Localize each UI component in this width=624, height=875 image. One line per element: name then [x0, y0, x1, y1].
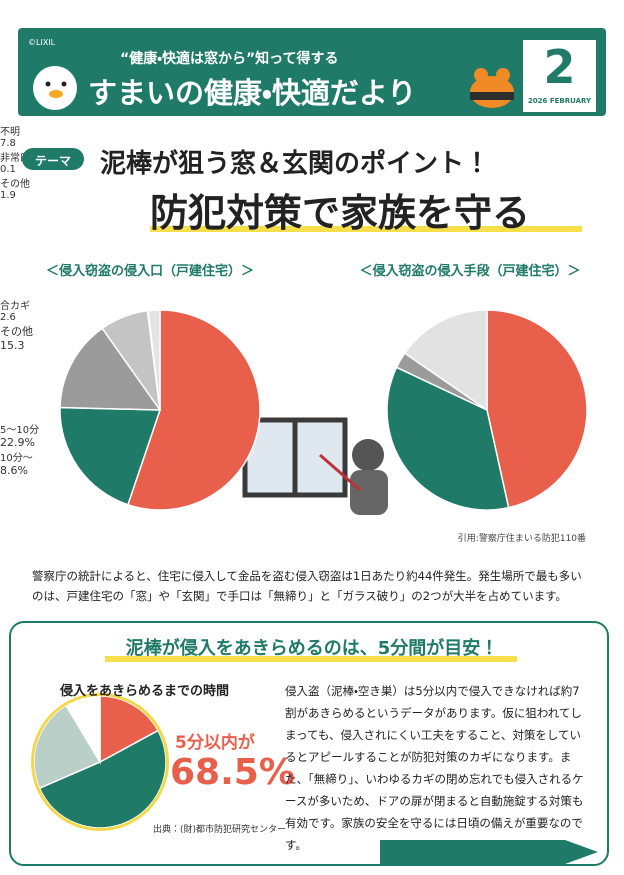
- slice-value: 2.6: [0, 312, 16, 323]
- frog-mask: [470, 92, 514, 100]
- pie-slice: [386, 366, 510, 511]
- header-title: すまいの健康・快適だより: [88, 76, 417, 110]
- slice-label: 合カギ 2.6: [0, 297, 624, 323]
- pie-slice: [147, 309, 161, 411]
- slice-name: 10分〜: [0, 453, 33, 464]
- slice-name: 5〜10分: [0, 425, 40, 436]
- slice-value: 7.8: [0, 138, 16, 149]
- slice-value: 15.3: [0, 339, 25, 352]
- slice-label: その他 15.3: [0, 323, 624, 352]
- slice-value: 0.1: [0, 164, 16, 175]
- slice-value: 35.3%: [0, 273, 64, 297]
- decor-arrow: [380, 840, 598, 864]
- header-subtitle: “健康・快適は窓から”知って得する: [120, 51, 339, 67]
- issue-box: [523, 40, 596, 112]
- pie-slice: [38, 729, 167, 829]
- brand: ©LIXIL: [28, 38, 56, 47]
- duck-eye: [61, 81, 67, 87]
- slice-label: 〜2分 17.1%: [0, 352, 624, 382]
- theme-headline: 泥棒が狙う窓＆玄関のポイント！: [100, 149, 491, 179]
- slice-value: 17.1%: [0, 369, 35, 382]
- headline-underline: [150, 226, 582, 232]
- theme-tag-bg: [22, 148, 84, 170]
- slice-label: 5〜10分 22.9%: [0, 421, 624, 449]
- pie-slice: [403, 309, 488, 412]
- slice-label: 10分〜 8.6%: [0, 449, 624, 477]
- duck-icon: [33, 66, 77, 110]
- issue-date: 2026 FEBRUARY: [527, 97, 592, 105]
- slice-name: 不明: [0, 127, 20, 138]
- slice-name: ガラス破り: [0, 253, 80, 272]
- burglar-head: [352, 439, 384, 471]
- slice-name: 2〜5分: [0, 385, 46, 401]
- pie-slice: [99, 695, 160, 764]
- pie-slice: [33, 704, 102, 790]
- slice-value: 46.3%: [0, 225, 64, 249]
- slice-name: 無締り: [0, 205, 49, 224]
- chart-title: ＜侵入窃盗の侵入口（戸建住宅）＞: [45, 264, 254, 279]
- slice-name: 非常口: [0, 153, 30, 164]
- section-title: 泥棒が侵入をあきらめるのは、5分間が目安！: [125, 638, 499, 659]
- pie-slice: [59, 406, 162, 506]
- section-underline: [105, 656, 517, 662]
- issue-number: 2: [543, 40, 576, 94]
- duck-beak: [49, 90, 63, 98]
- slice-name: 窓: [0, 4, 20, 28]
- slice-label: 非常口 0.1: [0, 149, 624, 175]
- chart-title: ＜侵入窃盗の侵入手段（戸建住宅）＞: [359, 264, 581, 279]
- chart-title: 侵入をあきらめるまでの時間: [60, 684, 230, 699]
- slice-label: 無締り 46.3%: [0, 201, 624, 249]
- slice-label: 不明 7.8: [0, 123, 624, 149]
- slice-value: 51.4%: [0, 402, 51, 421]
- pie-slice: [126, 309, 261, 511]
- slice-value: 1.9: [0, 190, 16, 201]
- header-band: [18, 28, 606, 116]
- slice-value: 22.9%: [0, 436, 35, 449]
- theme-main: 防犯対策で家族を守る: [150, 191, 531, 235]
- section-box: [9, 621, 609, 866]
- frog-eye: [496, 68, 510, 82]
- section-body: 侵入盗（泥棒・空き巣）は5分以内で侵入できなければ約7割があきらめるというデータ…: [285, 684, 584, 852]
- burglar-body: [350, 470, 388, 515]
- highlight-label: 5分以内が: [175, 733, 255, 753]
- highlight-value: 68.5%: [170, 752, 295, 793]
- slice-name: 〜2分: [0, 354, 32, 368]
- pie-slice: [59, 327, 162, 411]
- pie-slice: [486, 309, 588, 509]
- slice-label: ガラス破り 35.3%: [0, 249, 624, 297]
- slice-label: その他 1.9: [0, 175, 624, 201]
- slice-label: 2〜5分 51.4%: [0, 382, 624, 421]
- section-source: 出典：(財)都市防犯研究センター: [153, 825, 287, 835]
- pie-ring: [31, 693, 169, 831]
- source: 引用:警察庁住まいる防犯110番: [457, 534, 586, 544]
- slice-name: その他: [0, 179, 30, 190]
- crowbar: [319, 453, 361, 492]
- slice-value: 14.8: [0, 112, 23, 123]
- slice-value: 8.6%: [0, 464, 28, 477]
- slice-name: 合カギ: [0, 301, 30, 312]
- duck-eye: [45, 81, 51, 87]
- slice-name: その他: [0, 325, 33, 338]
- theme-tag: テーマ: [34, 154, 71, 168]
- intro-text: 警察庁の統計によると、住宅に侵入して金品を盗む侵入窃盗は1日あたり約44件発生。…: [32, 569, 582, 603]
- frog-eye: [474, 68, 488, 82]
